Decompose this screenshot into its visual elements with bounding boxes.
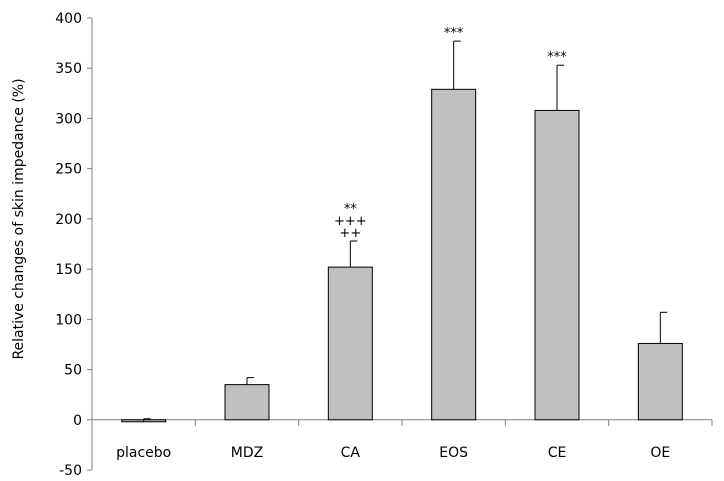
y-axis-title: Relative changes of skin impedance (%) bbox=[11, 78, 27, 359]
bar-oe bbox=[637, 342, 683, 421]
y-tick-label: 0 bbox=[73, 413, 82, 429]
category-label: placebo bbox=[116, 445, 171, 461]
error-bars bbox=[143, 40, 668, 422]
annotation-eos: *** bbox=[444, 26, 464, 41]
bar-ca bbox=[327, 266, 373, 421]
category-labels: placebo MDZ CA EOS CE OE bbox=[116, 445, 670, 461]
category-label: EOS bbox=[439, 445, 468, 461]
y-tick-label: 350 bbox=[55, 61, 82, 77]
y-tick-label: 150 bbox=[55, 262, 82, 278]
category-label: OE bbox=[650, 445, 670, 461]
bar-ce bbox=[534, 109, 580, 421]
annotation-ca: +++ bbox=[334, 214, 367, 229]
significance-annotations: **+++++****** bbox=[334, 26, 567, 241]
y-tick-label: 300 bbox=[55, 111, 82, 127]
y-tick-label: 250 bbox=[55, 162, 82, 178]
x-axis bbox=[91, 419, 713, 426]
category-label: MDZ bbox=[231, 445, 263, 461]
y-axis: -50 0 50 100 150 200 250 300 350 400 bbox=[55, 11, 93, 479]
bars bbox=[121, 88, 683, 423]
y-tick-label: -50 bbox=[59, 463, 82, 479]
category-label: CE bbox=[548, 445, 567, 461]
y-tick-label: 100 bbox=[55, 312, 82, 328]
category-label: CA bbox=[341, 445, 361, 461]
annotation-ca: ++ bbox=[339, 226, 361, 241]
bar-mdz bbox=[224, 384, 270, 421]
y-tick-label: 50 bbox=[64, 363, 82, 379]
bar-eos bbox=[431, 88, 477, 421]
annotation-ca: ** bbox=[344, 202, 358, 217]
y-tick-label: 200 bbox=[55, 212, 82, 228]
annotation-ce: *** bbox=[547, 50, 567, 65]
y-tick-label: 400 bbox=[55, 11, 82, 27]
